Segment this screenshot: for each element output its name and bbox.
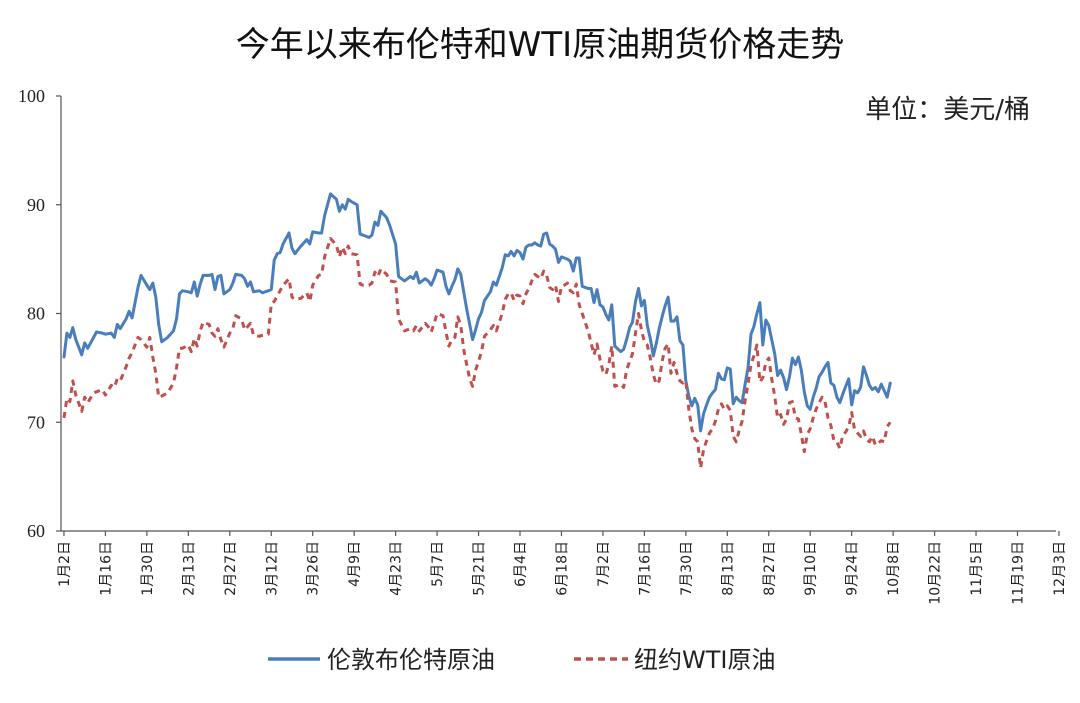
x-tick-label: 1月16日 — [98, 541, 114, 596]
y-tick-label: 100 — [18, 86, 45, 106]
x-tick-label: 12月3日 — [1052, 541, 1068, 596]
x-tick-label: 4月9日 — [347, 541, 363, 587]
x-tick-label: 5月21日 — [472, 541, 488, 596]
x-tick-label: 7月2日 — [596, 541, 612, 587]
x-tick-label: 2月27日 — [223, 541, 239, 596]
y-tick-label: 80 — [27, 304, 45, 324]
legend: 伦敦布伦特原油 纽约WTI原油 — [268, 646, 775, 674]
x-tick-label: 11月5日 — [969, 541, 985, 596]
x-tick-label: 9月10日 — [803, 541, 819, 596]
x-tick-label: 3月12日 — [264, 541, 280, 596]
series-line-wti — [62, 237, 892, 470]
x-tick-label: 11月19日 — [1011, 541, 1027, 605]
series-layer — [62, 192, 892, 470]
x-tick-label: 9月24日 — [845, 541, 861, 596]
y-tick-label: 60 — [27, 521, 45, 541]
unit-label: 单位：美元/桶 — [865, 95, 1030, 125]
y-tick-label: 70 — [27, 412, 45, 432]
x-tick-label: 7月16日 — [637, 541, 653, 596]
series-line-brent — [62, 192, 892, 433]
x-tick-label: 10月22日 — [928, 541, 944, 605]
legend-item-brent: 伦敦布伦特原油 — [268, 646, 495, 674]
x-tick-label: 8月27日 — [762, 541, 778, 596]
x-tick-label: 1月2日 — [57, 541, 73, 587]
x-tick-label: 7月30日 — [679, 541, 695, 596]
y-tick-label: 90 — [27, 195, 45, 215]
x-tick-label: 6月4日 — [513, 541, 529, 587]
legend-label-brent: 伦敦布伦特原油 — [327, 646, 495, 674]
y-axis: 60 70 80 90 100 — [18, 86, 62, 541]
legend-label-wti: 纽约WTI原油 — [634, 646, 775, 674]
chart-title: 今年以来布伦特和WTI原油期货价格走势 — [236, 25, 844, 65]
x-tick-label: 6月18日 — [554, 541, 570, 596]
legend-item-wti: 纽约WTI原油 — [574, 646, 775, 674]
x-axis: 1月2日 1月16日 1月30日 2月13日 2月27日 3月12日 3月26日 4月9日 4月… — [57, 530, 1068, 605]
x-tick-label: 2月13日 — [181, 541, 197, 596]
x-tick-label: 4月23日 — [389, 541, 405, 596]
x-tick-label: 8月13日 — [720, 541, 736, 596]
x-tick-label: 10月8日 — [886, 541, 902, 596]
x-tick-label: 5月7日 — [430, 541, 446, 587]
x-tick-label: 1月30日 — [140, 541, 156, 596]
x-tick-label: 3月26日 — [306, 541, 322, 596]
